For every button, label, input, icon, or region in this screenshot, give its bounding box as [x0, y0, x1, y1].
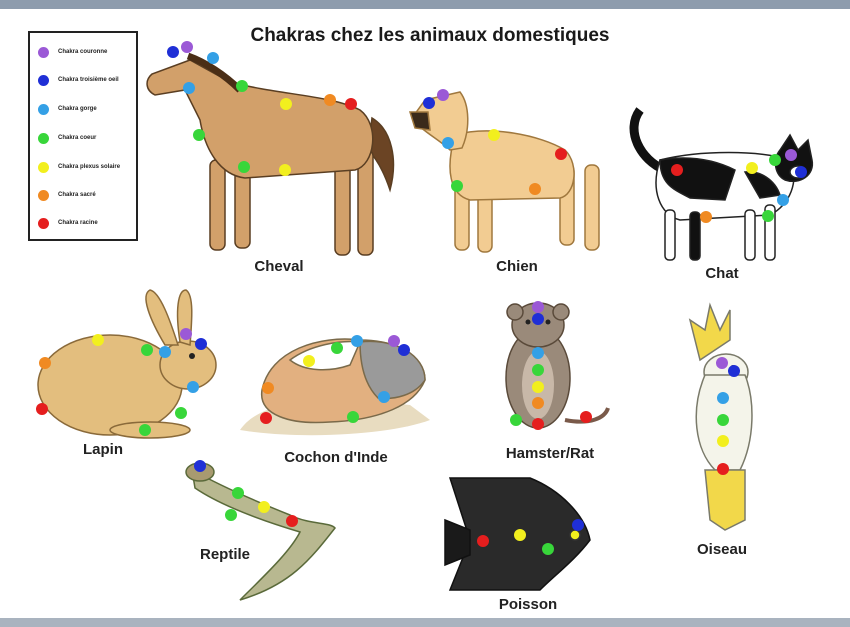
- label-hamster-rat: Hamster/Rat: [505, 445, 595, 462]
- reptile-figure: [185, 462, 336, 601]
- legend-dot: [38, 217, 49, 229]
- legend-item-coeur: Chakra coeur: [38, 131, 96, 145]
- hamster-figure: [505, 302, 610, 429]
- label-oiseau: Oiseau: [696, 541, 748, 558]
- legend-item-couronne: Chakra couronne: [38, 45, 107, 59]
- label-reptile: Reptile: [199, 546, 251, 563]
- legend-label: Chakra plexus solaire: [58, 164, 121, 170]
- legend-item-racine: Chakra racine: [38, 216, 98, 230]
- label-chien: Chien: [496, 258, 538, 275]
- guinea-pig-figure: [240, 338, 430, 436]
- legend-dot: [38, 189, 49, 201]
- legend-label: Chakra troisième oeil: [58, 77, 119, 83]
- legend-item-plexus-solaire: Chakra plexus solaire: [38, 160, 120, 174]
- label-poisson: Poisson: [498, 596, 558, 613]
- legend-dot: [38, 161, 49, 173]
- dog-figure: [408, 91, 600, 253]
- legend-label: Chakra gorge: [58, 106, 97, 112]
- legend-label: Chakra couronne: [58, 49, 108, 55]
- label-cheval: Cheval: [254, 258, 304, 275]
- legend-label: Chakra racine: [58, 220, 98, 226]
- legend-dot: [38, 132, 49, 144]
- diagram-title: Chakras chez les animaux domestiques: [250, 25, 610, 46]
- legend-label: Chakra sacré: [58, 192, 96, 198]
- cat-figure: [629, 107, 814, 261]
- bottom-border-bar: [0, 618, 850, 627]
- legend-item-gorge: Chakra gorge: [38, 102, 97, 116]
- chakra-legend: Chakra couronne Chakra troisième oeil Ch…: [28, 31, 138, 241]
- legend-dot: [38, 74, 49, 86]
- chakra-dots: [36, 41, 807, 555]
- label-lapin: Lapin: [83, 441, 123, 458]
- legend-item-sacre: Chakra sacré: [38, 188, 96, 202]
- top-border-bar: [0, 0, 850, 9]
- legend-item-troisieme-oeil: Chakra troisième oeil: [38, 73, 119, 87]
- legend-label: Chakra coeur: [58, 135, 97, 141]
- legend-dot: [38, 46, 49, 58]
- legend-dot: [38, 103, 49, 115]
- label-chat: Chat: [705, 265, 739, 282]
- rabbit-figure: [37, 289, 217, 439]
- horse-figure: [146, 52, 395, 256]
- label-cochon-d-inde: Cochon d'Inde: [284, 449, 388, 466]
